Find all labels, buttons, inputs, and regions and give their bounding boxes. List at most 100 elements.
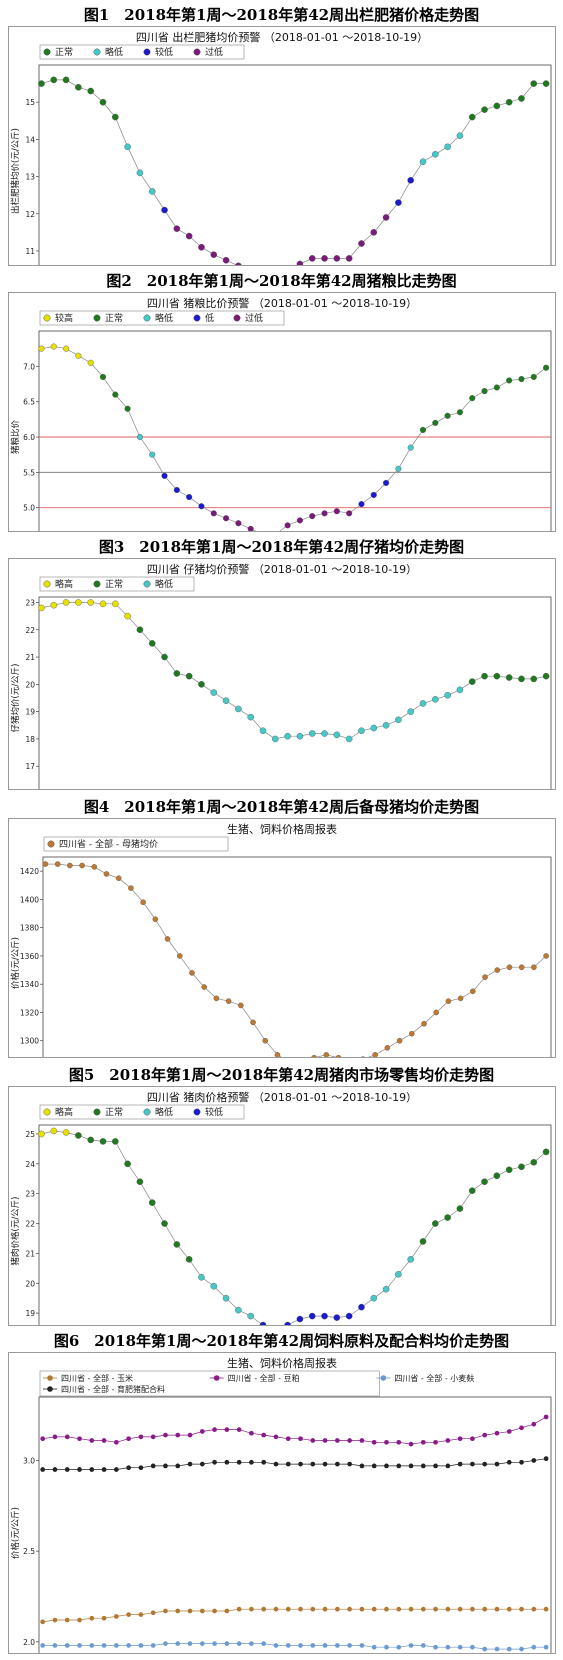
data-point <box>542 80 550 87</box>
data-point <box>370 229 378 236</box>
y-tick-label: 22 <box>25 626 35 635</box>
chart-legend: 较高 正常 略低 低 过低 <box>39 310 285 326</box>
data-point <box>212 1459 217 1465</box>
data-point <box>222 256 230 264</box>
y-tick-label: 25 <box>25 1130 35 1139</box>
data-point <box>261 1606 267 1612</box>
data-point <box>506 964 513 971</box>
data-point <box>407 708 414 715</box>
series-line <box>41 346 547 531</box>
chart-title: 生猪、饲料价格周报表 <box>227 1356 337 1370</box>
data-point <box>273 1461 279 1467</box>
data-point <box>189 970 195 976</box>
data-point <box>186 494 193 501</box>
data-point <box>42 861 49 867</box>
data-point <box>408 1463 414 1469</box>
data-point <box>372 1052 378 1057</box>
data-point <box>235 262 242 265</box>
data-point <box>115 875 122 882</box>
data-point <box>126 1436 131 1442</box>
data-point <box>345 735 353 743</box>
y-tick-label: 1420 <box>20 867 39 876</box>
data-point <box>75 84 82 91</box>
data-point <box>408 1606 414 1612</box>
series-line <box>41 1130 547 1325</box>
legend-marker <box>93 48 101 56</box>
data-point <box>518 95 525 102</box>
data-point <box>457 1644 463 1650</box>
data-point <box>494 1646 500 1652</box>
data-point <box>63 345 70 352</box>
data-point <box>40 1436 46 1442</box>
data-point <box>468 678 476 685</box>
y-tick-label: 19 <box>25 708 35 717</box>
data-point <box>384 1044 391 1051</box>
data-point <box>335 1643 340 1648</box>
data-point <box>250 1019 256 1026</box>
data-point <box>482 974 488 980</box>
legend-label: 较低 <box>155 46 173 58</box>
y-tick-label: 15 <box>25 98 35 107</box>
data-point <box>124 612 131 620</box>
chart-panel-3: 四川省 仔猪均价预警 （2018-01-01 ～2018-10-19） 略高 正常略… <box>8 558 556 790</box>
series-1 <box>42 861 549 1057</box>
data-point <box>99 373 107 380</box>
legend-label: 正常 <box>55 46 73 58</box>
data-point <box>261 1432 267 1438</box>
data-point <box>210 251 218 258</box>
data-point <box>407 176 414 184</box>
chart-title: 四川省 猪粮比价预警 （2018-01-01 ～2018-10-19） <box>147 296 417 310</box>
data-point <box>370 491 377 498</box>
y-tick-label: 7.0 <box>23 362 35 371</box>
data-point <box>395 465 402 472</box>
data-point <box>296 732 304 740</box>
data-point <box>62 76 70 84</box>
data-point <box>236 1459 242 1465</box>
data-point <box>333 255 341 262</box>
legend-label: 略低 <box>105 46 123 58</box>
legend-marker <box>43 1108 51 1116</box>
data-point <box>198 243 205 251</box>
data-point <box>273 1434 279 1440</box>
data-point <box>163 1641 168 1646</box>
figure-3-heading: 图3 2018年第1周～2018年第42周仔猪均价走势图 <box>98 538 465 556</box>
price-chart-2: 四川省 猪粮比价预警 （2018-01-01 ～2018-10-19） 较高 正常 略… <box>10 296 552 531</box>
data-point <box>75 599 82 606</box>
data-point <box>457 1436 463 1442</box>
y-axis-label: 出栏肥猪均价(元/公斤) <box>10 128 21 214</box>
data-point <box>187 1461 193 1467</box>
data-point <box>40 1467 46 1472</box>
data-point <box>91 864 98 870</box>
legend-label: 过低 <box>205 46 223 58</box>
data-point <box>396 1463 402 1469</box>
data-point <box>420 1439 426 1445</box>
y-tick-label: 1360 <box>20 952 39 961</box>
data-point <box>470 1436 475 1442</box>
plot-area <box>38 64 552 265</box>
data-point <box>457 1461 463 1467</box>
data-point <box>185 672 193 680</box>
data-point <box>347 1461 352 1467</box>
data-point <box>456 1205 464 1212</box>
data-point <box>128 885 134 891</box>
figure-4-heading: 图4 2018年第1周～2018年第42周后备母猪均价走势图 <box>83 798 480 816</box>
price-chart-5: 四川省 猪肉价格预警 （2018-01-01 ～2018-10-19）略高 正常略… <box>10 1090 552 1325</box>
data-point <box>433 1463 438 1469</box>
data-point <box>531 1458 537 1463</box>
data-point <box>445 1463 451 1469</box>
data-point <box>52 1643 58 1648</box>
series-line <box>41 79 547 265</box>
figure-1-heading: 图1 2018年第1周～2018年第42周出栏肥猪价格走势图 <box>83 6 480 24</box>
y-tick-label: 23 <box>25 598 35 607</box>
y-tick-label: 24 <box>25 1160 35 1169</box>
data-point <box>138 1643 144 1648</box>
data-point <box>445 1438 451 1443</box>
data-point <box>370 1294 378 1302</box>
data-point <box>285 1461 291 1467</box>
chart-panel-1: 四川省 出栏肥猪均价预警 （2018-01-01 ～2018-10-19） 正常 略… <box>8 26 556 266</box>
data-point <box>126 1465 131 1471</box>
data-point <box>493 102 501 110</box>
data-point <box>222 697 230 705</box>
data-point <box>187 1641 193 1646</box>
data-point <box>345 255 353 262</box>
